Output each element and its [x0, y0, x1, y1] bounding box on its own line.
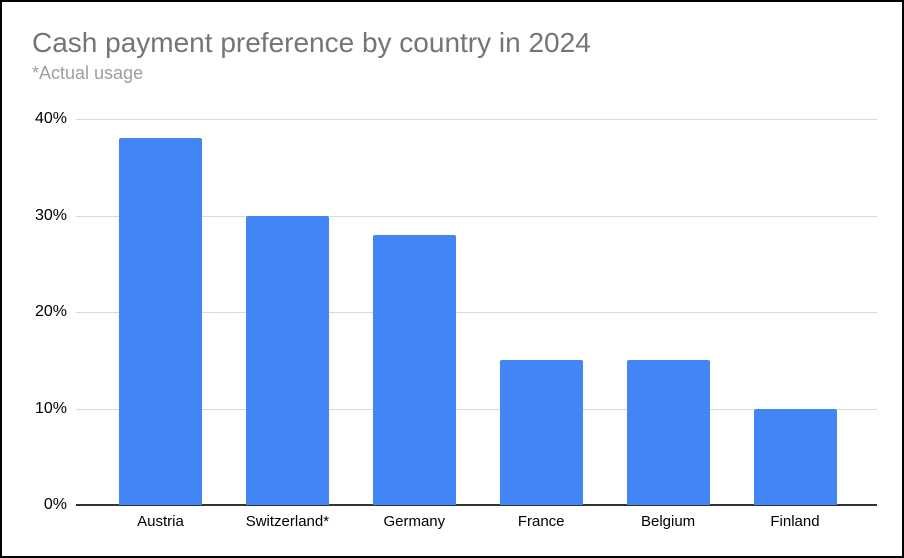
x-tick-label: France [517, 513, 565, 530]
plot-area [76, 119, 877, 506]
x-tick-label: Germany [383, 513, 446, 530]
x-tick-label: Austria [137, 513, 184, 530]
chart-title: Cash payment preference by country in 20… [32, 27, 591, 58]
bar-finland [753, 408, 837, 505]
bar-switzerland [245, 215, 329, 505]
gridline [76, 215, 877, 217]
bar-germany [372, 234, 456, 505]
y-tick-label: 20% [34, 303, 67, 320]
gridline [76, 312, 877, 313]
x-tick-label: Finland [770, 513, 820, 530]
x-axis-line [76, 504, 877, 506]
chart-subtitle: *Actual usage [32, 63, 144, 83]
y-tick-label: 0% [43, 496, 67, 513]
bar-belgium [626, 360, 710, 505]
y-tick-label: 30% [34, 206, 67, 224]
gridline [76, 408, 877, 410]
bar-france [499, 360, 583, 505]
y-tick-label: 40% [34, 110, 67, 127]
x-tick-label: Belgium [640, 513, 696, 530]
x-tick-label: Switzerland* [245, 513, 330, 530]
y-tick-label: 10% [34, 399, 67, 417]
bar-austria [119, 138, 202, 505]
gridline [76, 119, 877, 120]
